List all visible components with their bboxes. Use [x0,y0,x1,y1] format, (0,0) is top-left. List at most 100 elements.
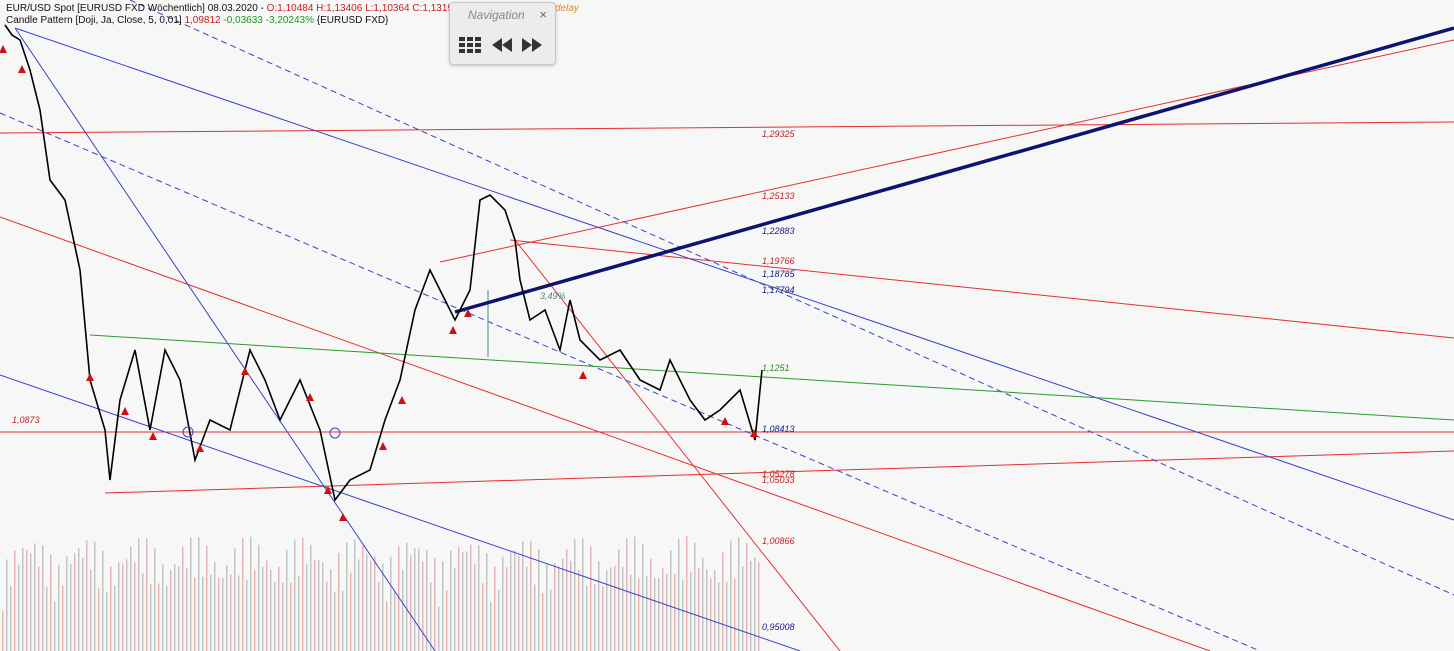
volume-bar [218,577,220,651]
pattern-marker [149,432,157,440]
volume-bar [82,557,84,651]
volume-bar [562,558,564,651]
volume-bar [126,559,128,651]
volume-bar [594,584,596,651]
volume-bar [270,569,272,651]
volume-bar [702,557,704,651]
price-label: 1,00866 [762,536,795,546]
volume-bar [390,556,392,651]
trend-line [14,27,1454,521]
symbol: {EURUSD FXD} [316,15,389,26]
grid-button[interactable] [459,37,481,53]
volume-bar [442,561,444,651]
volume-bar [318,560,320,651]
volume-bar [366,553,368,651]
volume-bar [294,539,296,651]
volume-bar [74,553,76,651]
volume-bar [2,611,4,651]
volume-bar [698,567,700,651]
pattern-marker [121,407,129,415]
pattern-marker [196,444,204,452]
volume-bar [710,578,712,651]
volume-bar [370,560,372,651]
forward-button[interactable] [522,38,542,52]
volume-bar [98,588,100,651]
volume-bar [606,570,608,651]
volume-bar [198,537,200,651]
volume-bar [330,569,332,651]
volume-bar [250,536,252,651]
volume-bar [146,538,148,651]
volume-bar [550,589,552,651]
pattern-marker [18,65,26,73]
volume-bar [614,565,616,651]
volume-bar [486,553,488,651]
indicator: Candle Pattern [Doji, Ja, Close, 5, 0,01… [6,15,182,26]
volume-bar [338,552,340,651]
volume-bar [358,559,360,651]
volume-bar [586,585,588,651]
volume-bar [258,544,260,651]
volume-bar [610,567,612,651]
pattern-marker [339,513,347,521]
trend-line [0,216,1211,651]
volume-bar [170,570,172,651]
volume-bar [678,538,680,651]
volume-bar [190,537,192,651]
volume-bar [474,563,476,651]
indicator-value: 1,09812 [184,15,221,26]
price-label: 1,08413 [762,424,795,434]
close-button[interactable]: × [539,7,547,22]
back-button[interactable] [492,38,512,52]
volume-bar [350,572,352,651]
volume-bar [238,575,240,651]
delay: delay [555,3,579,14]
volume-bar [14,550,16,651]
volume-bar [314,559,316,651]
volume-bar [410,555,412,651]
volume-bar [514,550,516,651]
trend-line [509,239,1454,339]
volume-bar [726,581,728,651]
pattern-marker [86,373,94,381]
volume-bar [686,536,688,651]
volume-bar [578,570,580,651]
instrument: EUR/USD Spot [EURUSD FXD Wöchentlich] 08… [6,3,264,14]
volume-bar [230,574,232,651]
volume-bar [234,547,236,651]
navigation-title: Navigation [468,8,525,22]
pattern-marker [449,326,457,334]
trend-line [454,26,1454,314]
volume-bar [666,573,668,651]
volume-bar [530,541,532,651]
volume-bar [110,566,112,651]
volume-bar [158,583,160,651]
trend-line [439,39,1454,263]
volume-bar [502,556,504,651]
volume-bar [470,544,472,651]
volume-bar [382,563,384,651]
volume-bar [130,546,132,651]
volume-bar [518,555,520,651]
volume-bar [102,550,104,651]
volume-bar [706,569,708,651]
volume-bar [590,546,592,651]
indicator-change: -0,03633 -3,20243% [223,15,314,26]
volume-bar [94,541,96,651]
volume-bar [618,549,620,651]
trend-line [104,450,1454,494]
trend-line [0,121,1454,134]
volume-bar [186,568,188,651]
volume-bar [210,574,212,651]
volume-bar [334,591,336,651]
volume-bar [222,577,224,651]
volume-bar [750,560,752,651]
volume-bar [346,542,348,651]
volume-bar [566,549,568,651]
volume-bar [46,587,48,651]
volume-bar [570,560,572,651]
volume-bar [58,564,60,651]
volume-bar [582,538,584,651]
